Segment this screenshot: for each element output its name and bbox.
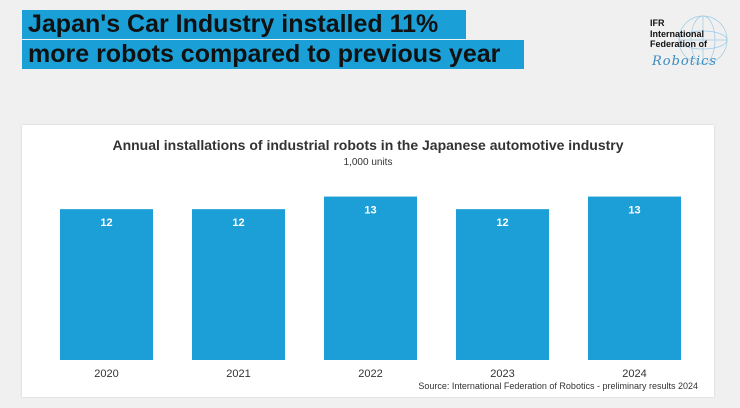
logo-federation: Federation of	[650, 39, 708, 49]
logo-text: IFR International Federation of	[650, 18, 707, 50]
chart-title: Annual installations of industrial robot…	[112, 137, 624, 153]
globe-icon	[678, 15, 728, 65]
bar-2022	[324, 196, 417, 360]
data-label-2023: 12	[496, 217, 508, 229]
logo-ifr: IFR	[650, 18, 665, 28]
data-label-2022: 13	[364, 205, 376, 217]
x-tick-2021: 2021	[226, 368, 250, 380]
logo-international: International	[650, 28, 705, 39]
data-label-2020: 12	[100, 217, 112, 229]
bar-2024	[588, 196, 681, 360]
bar-2021	[192, 209, 285, 360]
ifr-logo: IFR International Federation of Robotics	[650, 15, 732, 70]
headline-line-2: more robots compared to previous year	[22, 40, 524, 69]
data-label-2021: 12	[232, 217, 244, 229]
bar-2023	[456, 209, 549, 360]
chart-source: Source: International Federation of Robo…	[418, 381, 698, 391]
headline: Japan's Car Industry installed 11% more …	[22, 10, 524, 70]
x-tick-2024: 2024	[622, 368, 646, 380]
x-tick-2020: 2020	[94, 368, 118, 380]
bar-chart: 12 2020 12 2021 13 2022 12 2023 13 2024	[60, 196, 681, 380]
x-tick-2022: 2022	[358, 368, 382, 380]
chart-card: Annual installations of industrial robot…	[22, 125, 714, 397]
data-label-2024: 13	[628, 205, 640, 217]
logo-robotics: Robotics	[652, 54, 718, 69]
chart-subtitle: 1,000 units	[343, 157, 393, 168]
x-tick-2023: 2023	[490, 368, 514, 380]
headline-line-1: Japan's Car Industry installed 11%	[22, 10, 466, 39]
bar-2020	[60, 209, 153, 360]
